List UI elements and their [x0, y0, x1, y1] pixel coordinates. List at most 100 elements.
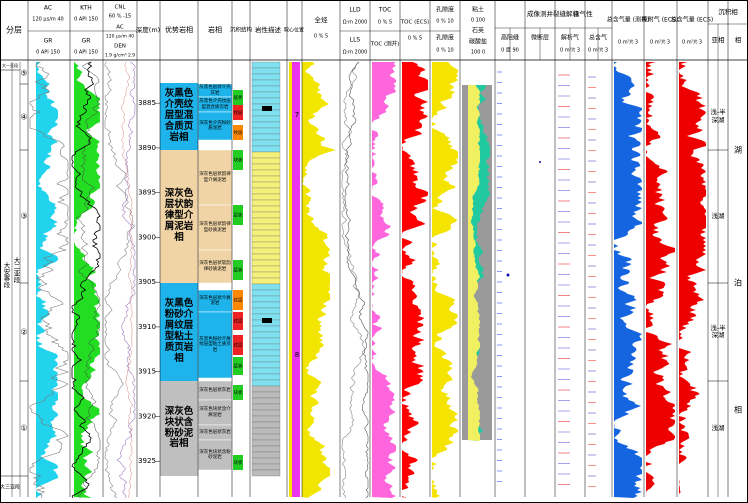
header-label: KTH	[80, 5, 92, 12]
log-fill	[372, 62, 396, 498]
header-label: 孔隙度	[436, 6, 454, 14]
core-run: 7	[295, 111, 299, 119]
header-label: 岩性描述	[255, 25, 282, 34]
lithology-cell	[251, 265, 281, 273]
header-label: TOC	[378, 7, 392, 14]
header-label: 0 API 150	[74, 50, 98, 56]
log-curve	[120, 61, 133, 499]
header-label: 含气性	[573, 9, 593, 18]
structure-block	[233, 357, 243, 375]
log-curve	[71, 61, 101, 499]
lithology-cell	[251, 445, 281, 453]
log-fill	[74, 62, 100, 498]
dominant-facies: 灰黑色介壳纹层型混合质页岩相	[164, 88, 194, 143]
lithology-cell	[251, 181, 281, 189]
lithology-cell	[251, 61, 281, 69]
facies-block	[160, 381, 198, 476]
lithofacies: 深灰色层状介屑泥岩	[199, 295, 231, 306]
subfacies: 浅湖	[711, 211, 725, 220]
structure-label: 块状	[234, 389, 243, 396]
header-label: 岩相	[208, 25, 222, 34]
lithofacies: 灰黑色层状介壳灰岩	[199, 85, 231, 96]
lithology-cell	[251, 139, 281, 147]
bed-label: ⑤	[20, 69, 27, 78]
header-label: 亚相	[712, 35, 726, 44]
log-fill	[646, 62, 675, 498]
lithology-cell	[251, 187, 281, 195]
header-label: 沉积结构	[230, 26, 253, 34]
depth-label: 3905	[138, 278, 156, 286]
header-label: AC	[44, 5, 52, 12]
lithology-cell	[251, 379, 281, 387]
header-label: 120 μs/m 40	[106, 34, 134, 40]
structure-label: 纹层	[234, 129, 243, 136]
header-label: Ω·m 2000	[343, 50, 368, 56]
depth-label: 3925	[138, 457, 156, 465]
depth-label: 3910	[138, 323, 156, 331]
structure-label: 层状	[234, 267, 243, 274]
header-label: 高阻缝	[501, 34, 519, 42]
log-fill	[432, 62, 458, 498]
dominant-facies: 灰黑色粉砂介屑纹层型粘土质页岩相	[164, 298, 194, 364]
lithology-cell	[251, 385, 281, 393]
structure-block	[233, 105, 243, 120]
lithology-cell	[251, 67, 281, 75]
bed-label: ③	[20, 212, 27, 221]
lithology-cell	[251, 199, 281, 207]
header-label: 0 % 5	[408, 36, 422, 42]
lithology-cell	[251, 217, 281, 225]
fracture-dot	[539, 161, 541, 163]
lithology-cell	[251, 85, 281, 93]
header-label: 总含气量 (ECS)	[671, 16, 713, 24]
structure-block	[233, 335, 243, 355]
structure-block	[233, 125, 243, 140]
header-label: 0 度 90	[501, 47, 519, 54]
dominant-facies: 深灰色块状含粉砂泥岩相	[164, 405, 194, 450]
log-fill	[402, 62, 428, 498]
lithology-cell	[251, 415, 281, 423]
structure-label: 层状	[234, 94, 243, 101]
lithology-cell	[251, 121, 281, 129]
lithofacies: 深灰色介壳粉砂质泥岩	[199, 120, 231, 131]
header-label: AC	[116, 25, 124, 31]
lithology-cell	[251, 271, 281, 279]
header-label: LLS	[350, 37, 361, 44]
bed-label: ②	[20, 328, 27, 337]
header-label: 0 m³/t 3	[650, 40, 670, 46]
lithology-cell	[251, 307, 281, 315]
member-label: 大一亚段	[2, 62, 18, 68]
lithology-cell	[251, 253, 281, 261]
lithofacies: 灰黑色介壳纹层型混合质页岩	[199, 99, 231, 110]
structure-label: 纹层	[234, 109, 243, 116]
lithology-cell	[251, 409, 281, 417]
lithology-cell	[251, 151, 281, 159]
depth-label: 3890	[138, 144, 156, 152]
lithology-cell	[251, 331, 281, 339]
lithofacies-block	[197, 399, 233, 426]
header-label: 总含气量 (测井)	[607, 16, 650, 24]
lithology-cell	[251, 463, 281, 471]
header-label: 0 % 10	[436, 19, 453, 25]
log-fill	[302, 62, 330, 498]
lithology-cell	[251, 469, 281, 477]
lithology-cell	[251, 175, 281, 183]
log-curve	[75, 61, 101, 499]
lithology-cell	[251, 349, 281, 357]
subfacies: 浅湖	[711, 423, 725, 432]
lithology-cell	[251, 277, 281, 285]
structure-label: 块状	[234, 459, 243, 466]
facies-label: 相	[734, 405, 742, 415]
header-label: 1.9 g/cm³ 2.9	[105, 53, 135, 59]
member-label: 大三亚段	[0, 484, 20, 491]
structure-label: 块状	[234, 157, 243, 164]
lithology-cell	[251, 355, 281, 363]
lithology-cell	[251, 133, 281, 141]
header-label: 0 % 10	[436, 48, 453, 54]
structure-block	[233, 290, 243, 310]
header-label: 取心位置	[284, 27, 304, 34]
lithology-cell	[251, 157, 281, 165]
structure-block	[233, 312, 243, 330]
core-run: 8	[295, 351, 299, 359]
depth-label: 3920	[138, 412, 156, 420]
